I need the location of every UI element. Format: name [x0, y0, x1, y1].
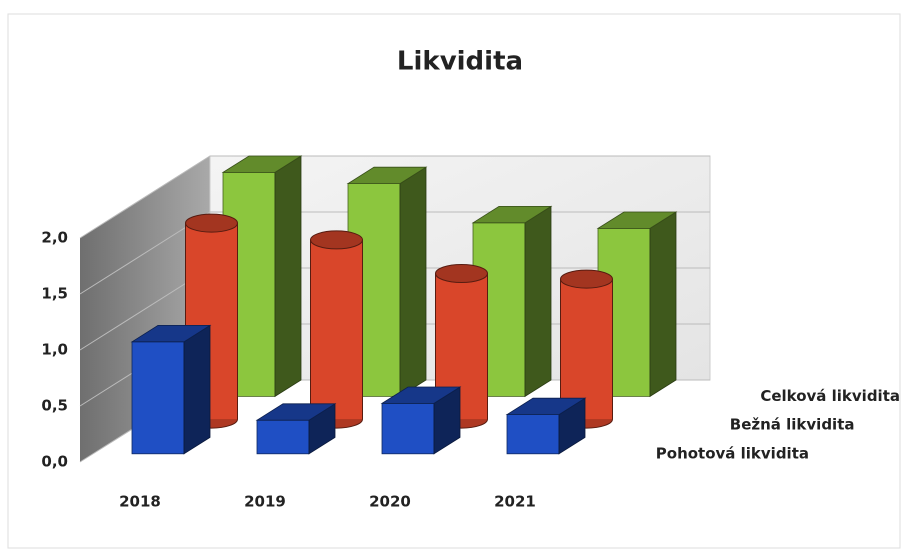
bar-top	[505, 397, 587, 416]
bar	[505, 397, 587, 455]
bar-top	[255, 403, 337, 421]
bar-front	[256, 419, 310, 455]
bar-front	[506, 414, 560, 455]
y-tick-label: 0,5	[41, 397, 68, 415]
bar	[255, 403, 337, 455]
bar-front	[381, 402, 435, 455]
bar-top	[221, 155, 303, 173]
bar-side	[649, 211, 677, 398]
chart-title: Likvidita	[397, 47, 523, 77]
bar-side	[183, 324, 211, 455]
bar	[380, 386, 462, 455]
bar-outline	[310, 239, 363, 420]
bar-top	[560, 269, 613, 289]
grid-line	[79, 155, 710, 239]
y-tick-label: 1,0	[41, 341, 68, 359]
y-tick-label: 1,5	[41, 285, 68, 303]
bar-side	[524, 205, 552, 398]
legend-label: Bežná likvidita	[730, 416, 855, 434]
x-tick-label: 2020	[369, 493, 411, 511]
bar-side	[399, 166, 427, 398]
bar-top	[596, 211, 678, 229]
bar-top	[130, 324, 212, 343]
bar-top	[310, 230, 363, 250]
y-tick-label: 0,0	[41, 453, 68, 471]
x-tick-label: 2019	[244, 493, 286, 511]
bar-top	[471, 205, 553, 224]
y-tick-label: 2,0	[41, 229, 68, 247]
bar	[130, 324, 212, 455]
bar-top	[346, 166, 428, 185]
bar	[310, 230, 363, 429]
legend-label: Pohotová likvidita	[656, 444, 809, 462]
bar	[560, 269, 613, 429]
bar-outline	[560, 279, 613, 420]
bar-top	[185, 213, 238, 233]
bar-body	[310, 239, 363, 420]
bar-top	[435, 264, 488, 283]
bar-front	[131, 341, 185, 455]
bar-body	[560, 279, 613, 420]
bar	[596, 211, 678, 398]
bar-side	[274, 155, 302, 398]
x-tick-label: 2018	[119, 493, 161, 511]
legend-label: Celková likvidita	[760, 387, 900, 405]
bar-top	[380, 386, 462, 404]
x-tick-label: 2021	[494, 493, 536, 511]
